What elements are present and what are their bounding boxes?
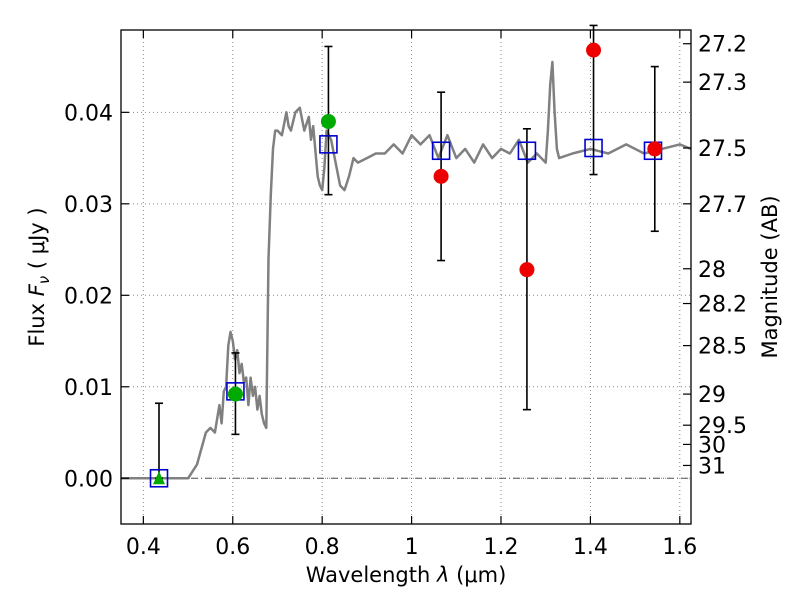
y-tick-label: 0.00 [64, 467, 113, 492]
y2-tick-label: 29 [698, 383, 726, 408]
y-tick-label: 0.04 [64, 101, 113, 126]
x-tick-label: 1.6 [662, 535, 697, 560]
model-band-square [517, 141, 537, 161]
observed-point [586, 42, 602, 58]
y-axis-title: Flux Fν ( μJy ) [25, 207, 53, 346]
model-band-square [584, 138, 603, 158]
y2-tick-label: 27.5 [698, 137, 747, 162]
y2-axis-title: Magnitude (AB) [758, 195, 782, 358]
plot-frame [120, 29, 692, 525]
data-layer [149, 24, 663, 488]
y-tick-label: 0.02 [64, 284, 113, 309]
y2-tick-label: 29.5 [698, 414, 747, 439]
tick-layer: 0.4 0.6 0.8 1 1.2 1.4 1.6 0.00 0.01 0.02 0.03 0.04 2… [64, 30, 747, 560]
x-tick-label: 0.4 [126, 535, 161, 560]
x-tick-label: 0.8 [305, 535, 340, 560]
model-layer [121, 60, 692, 480]
y2-tick-label: 28 [698, 258, 726, 283]
y-tick-label: 0.03 [64, 193, 113, 218]
observed-point [433, 168, 449, 184]
y2-tick-label: 28.2 [698, 293, 747, 318]
y2-tick-label: 31 [698, 454, 726, 479]
x-tick-label: 1.4 [573, 535, 608, 560]
y2-tick-label: 28.5 [698, 335, 747, 360]
y-tick-label: 0.01 [64, 376, 113, 401]
x-axis-title: Wavelength λ (μm) [306, 563, 507, 587]
observed-upper-limit-point [153, 471, 165, 485]
x-tick-label: 0.6 [215, 535, 250, 560]
y2-tick-label: 27.3 [698, 71, 747, 96]
y2-tick-label: 30 [698, 433, 726, 458]
model-spectrum-line [121, 60, 692, 480]
observed-point [647, 141, 663, 157]
x-tick-label: 1 [405, 535, 419, 560]
observed-point [227, 386, 243, 402]
x-tick-label: 1.2 [484, 535, 519, 560]
model-band-square [431, 141, 451, 161]
observed-point [320, 113, 336, 129]
model-band-square [149, 468, 169, 488]
model-band-square [319, 135, 338, 154]
observed-point [519, 262, 535, 278]
y2-tick-label: 27.7 [698, 193, 747, 218]
y2-tick-label: 27.2 [698, 33, 747, 58]
